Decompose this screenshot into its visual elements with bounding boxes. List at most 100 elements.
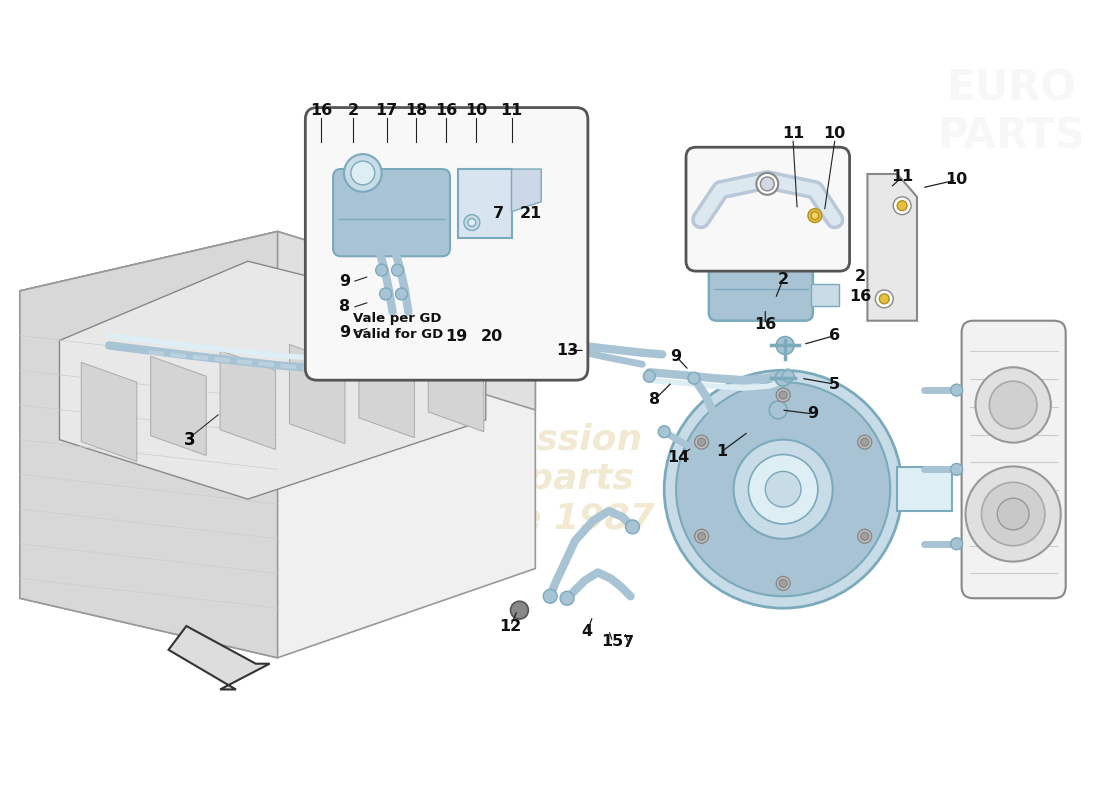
Circle shape (626, 520, 639, 534)
Circle shape (351, 161, 375, 185)
Circle shape (807, 209, 822, 222)
Circle shape (688, 372, 700, 384)
Text: 2: 2 (855, 269, 866, 283)
Polygon shape (59, 262, 486, 499)
Text: 13: 13 (556, 343, 579, 358)
Text: 4: 4 (581, 625, 593, 639)
Circle shape (858, 435, 871, 449)
Circle shape (950, 384, 962, 396)
Circle shape (563, 342, 578, 355)
Circle shape (898, 201, 907, 210)
Circle shape (757, 173, 778, 194)
Polygon shape (289, 345, 345, 444)
Circle shape (644, 370, 656, 382)
Circle shape (664, 370, 902, 608)
Circle shape (811, 212, 818, 219)
Text: 6: 6 (829, 328, 840, 343)
Text: Valid for GD: Valid for GD (353, 328, 443, 341)
Circle shape (543, 590, 557, 603)
Text: 12: 12 (499, 618, 521, 634)
FancyBboxPatch shape (708, 250, 813, 321)
Polygon shape (20, 231, 536, 658)
Polygon shape (220, 350, 276, 450)
Circle shape (981, 482, 1045, 546)
Polygon shape (428, 333, 484, 432)
FancyBboxPatch shape (961, 321, 1066, 598)
Circle shape (776, 370, 791, 386)
Circle shape (392, 264, 404, 276)
Circle shape (396, 288, 407, 300)
Circle shape (861, 438, 869, 446)
Text: 16: 16 (755, 317, 777, 332)
Circle shape (379, 288, 392, 300)
Text: 10: 10 (464, 103, 487, 118)
Text: 2: 2 (348, 103, 359, 118)
Circle shape (676, 382, 890, 596)
Circle shape (998, 498, 1028, 530)
Circle shape (893, 197, 911, 214)
Circle shape (697, 438, 705, 446)
Text: 21: 21 (520, 206, 542, 221)
Circle shape (697, 532, 705, 540)
Text: 7: 7 (493, 206, 504, 221)
Circle shape (658, 426, 670, 438)
Text: 9: 9 (340, 325, 351, 340)
Bar (811, 284, 838, 306)
Polygon shape (868, 174, 917, 321)
Circle shape (777, 577, 790, 590)
Circle shape (779, 391, 788, 399)
Circle shape (777, 337, 794, 354)
Text: 18: 18 (405, 103, 428, 118)
Text: 8: 8 (649, 393, 660, 407)
Text: 11: 11 (782, 126, 804, 141)
Polygon shape (512, 169, 541, 212)
Text: 11: 11 (891, 170, 913, 185)
Circle shape (376, 264, 387, 276)
Circle shape (510, 602, 528, 619)
FancyBboxPatch shape (333, 169, 450, 256)
Circle shape (748, 454, 818, 524)
Polygon shape (458, 169, 512, 238)
Text: 9: 9 (340, 274, 351, 289)
Text: 9: 9 (807, 406, 818, 422)
Circle shape (779, 579, 788, 587)
Circle shape (966, 466, 1060, 562)
Circle shape (861, 532, 869, 540)
Text: 7: 7 (623, 635, 634, 650)
Circle shape (950, 463, 962, 475)
Circle shape (560, 591, 574, 606)
Polygon shape (151, 356, 206, 455)
Circle shape (879, 294, 889, 304)
Circle shape (695, 530, 708, 543)
Circle shape (950, 538, 962, 550)
Text: Vale per GD: Vale per GD (353, 312, 441, 326)
Circle shape (333, 285, 345, 297)
Circle shape (727, 243, 747, 263)
Text: 11: 11 (500, 103, 522, 118)
Circle shape (876, 290, 893, 308)
Text: 16: 16 (434, 103, 458, 118)
Text: 3: 3 (184, 430, 195, 449)
Circle shape (760, 177, 774, 191)
Circle shape (777, 388, 790, 402)
Circle shape (695, 435, 708, 449)
Text: 5: 5 (829, 377, 840, 392)
Text: 1: 1 (716, 444, 727, 459)
Circle shape (468, 218, 476, 226)
Text: 20: 20 (481, 329, 503, 344)
Text: 16: 16 (849, 290, 871, 305)
Text: 16: 16 (310, 103, 332, 118)
Circle shape (782, 370, 794, 382)
Text: 19: 19 (444, 329, 468, 344)
Text: 8: 8 (340, 299, 351, 314)
Circle shape (858, 530, 871, 543)
Text: EURO
PARTS: EURO PARTS (937, 67, 1085, 158)
Text: 15: 15 (602, 634, 624, 650)
Circle shape (769, 401, 788, 419)
Polygon shape (898, 467, 952, 511)
Circle shape (464, 214, 480, 230)
Text: 10: 10 (946, 173, 968, 187)
Text: 14: 14 (667, 450, 690, 465)
Circle shape (734, 440, 833, 538)
Circle shape (720, 238, 752, 269)
